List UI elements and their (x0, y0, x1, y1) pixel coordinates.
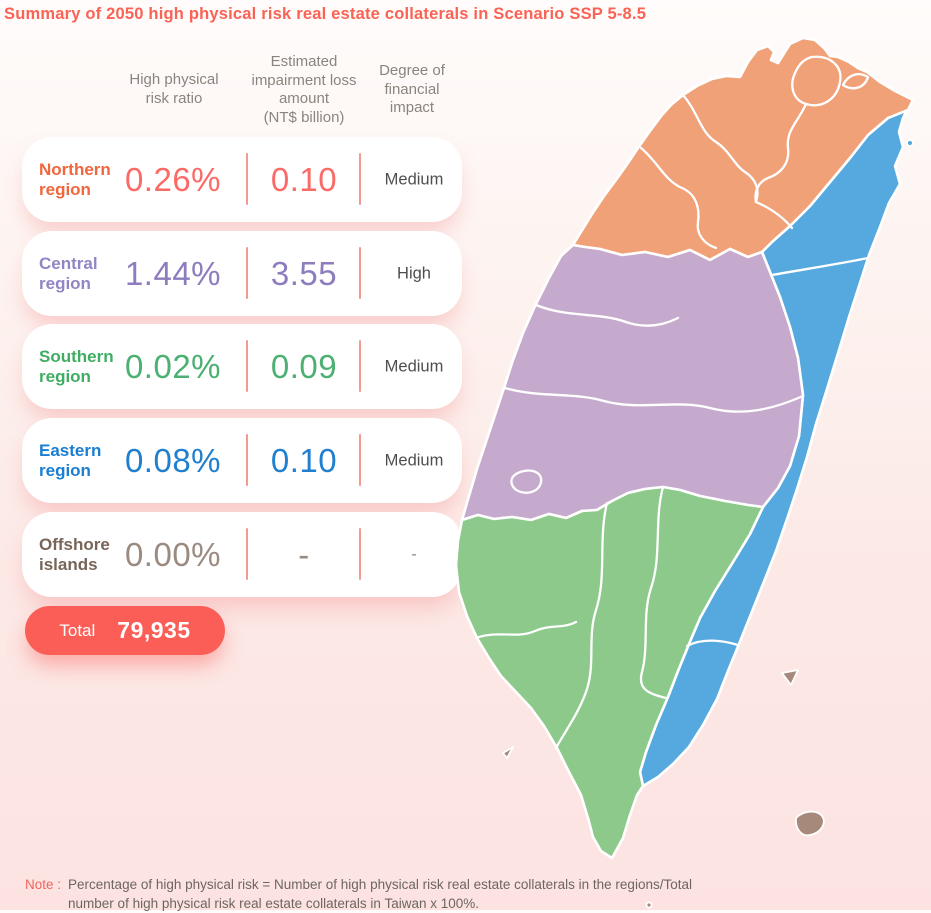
county-borders (474, 55, 870, 750)
risk-ratio-value: 0.26% (124, 160, 222, 198)
page-title: Summary of 2050 high physical risk real … (4, 5, 647, 23)
divider (246, 528, 248, 580)
impairment-loss-value: 3.55 (270, 254, 338, 292)
divider (246, 340, 248, 392)
map-region-eastern (638, 102, 912, 788)
financial-impact-value: High (397, 264, 431, 282)
table-row-offshore-islands: Offshore islands 0.00% - - (22, 512, 462, 597)
financial-impact-value: - (411, 545, 417, 563)
column-header-impairment-loss: Estimated impairment loss amount (NT$ bi… (251, 53, 357, 126)
column-header-risk-ratio: High physical risk ratio (129, 71, 219, 107)
region-name: Northern region (39, 159, 111, 199)
region-name: Southern region (39, 346, 114, 386)
financial-impact-value: Medium (384, 451, 444, 469)
divider (246, 434, 248, 486)
island-liuqiu (502, 746, 514, 759)
island-guishan (906, 139, 914, 147)
divider (359, 434, 361, 486)
island-orchid-island (795, 810, 825, 837)
risk-ratio-value: 0.00% (124, 535, 222, 573)
divider (359, 153, 361, 205)
divider (359, 340, 361, 392)
total-badge: Total 79,935 (25, 606, 225, 655)
impairment-loss-value: 0.10 (270, 160, 338, 198)
footnote: Note : Percentage of high physical risk … (25, 876, 692, 913)
island-green-island (781, 669, 799, 686)
financial-impact-value: Medium (384, 357, 444, 375)
risk-ratio-value: 0.02% (124, 347, 222, 385)
table-row-central: Central region 1.44% 3.55 High (22, 231, 462, 316)
risk-ratio-value: 0.08% (124, 441, 222, 479)
footnote-text: Percentage of high physical risk = Numbe… (68, 877, 692, 911)
total-value: 79,935 (117, 617, 191, 643)
table-row-northern: Northern region 0.26% 0.10 Medium (22, 137, 462, 222)
table-row-eastern: Eastern region 0.08% 0.10 Medium (22, 418, 462, 503)
divider (246, 153, 248, 205)
offshore-islands (502, 139, 914, 909)
footnote-label: Note : (25, 877, 62, 892)
map-region-southern (454, 485, 765, 860)
total-label: Total (59, 620, 96, 640)
divider (359, 528, 361, 580)
impairment-loss-value: - (298, 535, 310, 573)
financial-impact-value: Medium (384, 170, 444, 188)
region-name: Eastern region (39, 440, 102, 480)
column-header-financial-impact: Degree of financial impact (379, 62, 445, 116)
region-name: Central region (39, 253, 98, 293)
divider (246, 247, 248, 299)
table-row-southern: Southern region 0.02% 0.09 Medium (22, 324, 462, 409)
risk-ratio-value: 1.44% (124, 254, 222, 292)
region-name: Offshore islands (39, 534, 110, 574)
impairment-loss-value: 0.10 (270, 441, 338, 479)
map-region-central (460, 243, 805, 522)
map-region-northern (571, 36, 915, 262)
divider (359, 247, 361, 299)
impairment-loss-value: 0.09 (270, 347, 338, 385)
